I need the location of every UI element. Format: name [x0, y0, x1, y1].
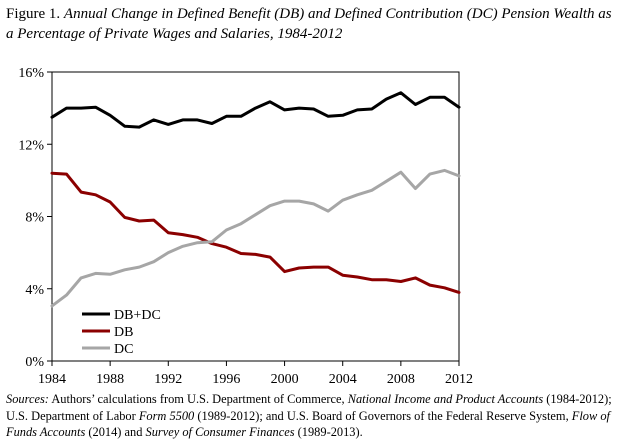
legend-label-db: DB [114, 325, 133, 340]
x-tick-label: 2008 [387, 372, 415, 387]
series-line-db [50, 171, 461, 294]
legend-label-dc: DC [114, 342, 133, 357]
x-tick-label: 1984 [38, 372, 66, 387]
sources-text-3: (1989-2012); and U.S. Board of Governors… [197, 408, 569, 423]
sources-italic-2: Form 5500 [138, 408, 195, 423]
x-tick-label: 1988 [96, 372, 124, 387]
figure-number: Figure 1. [6, 6, 61, 22]
chart-ticks: 0% 4% 8% 12% 16% 1984 1988 1992 1996 2000 2004 2008… [18, 66, 473, 387]
x-tick-label: 2004 [329, 372, 357, 387]
y-tick-label: 8% [25, 211, 44, 226]
sources-note: Sources: Authors’ calculations from U.S.… [6, 391, 622, 441]
sources-text-4: (2014) and [88, 425, 143, 439]
sources-text-2: (1984-2012); U.S. Department of Labor [6, 392, 612, 423]
x-tick-label: 1992 [154, 372, 182, 387]
x-tick-label: 1996 [212, 372, 240, 387]
chart-legend: DB+DC DB DC [82, 308, 161, 357]
series-line-db-dc [50, 91, 461, 129]
y-tick-label: 4% [25, 283, 44, 298]
sources-italic-4: Survey of Consumer Finances [145, 425, 295, 439]
series-line-dc [50, 168, 461, 308]
x-tick-label: 2000 [271, 372, 299, 387]
x-tick-label: 2012 [445, 372, 473, 387]
legend-label-db-dc: DB+DC [114, 308, 161, 323]
line-chart: 0% 4% 8% 12% 16% 1984 1988 1992 1996 2000 2004 2008… [18, 66, 473, 387]
chart-series [50, 91, 461, 308]
sources-italic-3: Flow of Funds Accounts [6, 408, 610, 440]
y-tick-label: 0% [25, 355, 44, 370]
sources-text-5: (1989-2013). [297, 425, 363, 439]
y-tick-label: 12% [18, 138, 44, 153]
sources-italic-1: National Income and Product Accounts [347, 392, 544, 406]
figure-title-text: Annual Change in Defined Benefit (DB) an… [6, 6, 612, 42]
y-tick-label: 16% [18, 66, 44, 81]
figure-title: Figure 1. Annual Change in Defined Benef… [6, 4, 620, 44]
sources-label: Sources: [6, 392, 49, 406]
sources-text-1: Authors’ calculations from U.S. Departme… [51, 392, 345, 406]
